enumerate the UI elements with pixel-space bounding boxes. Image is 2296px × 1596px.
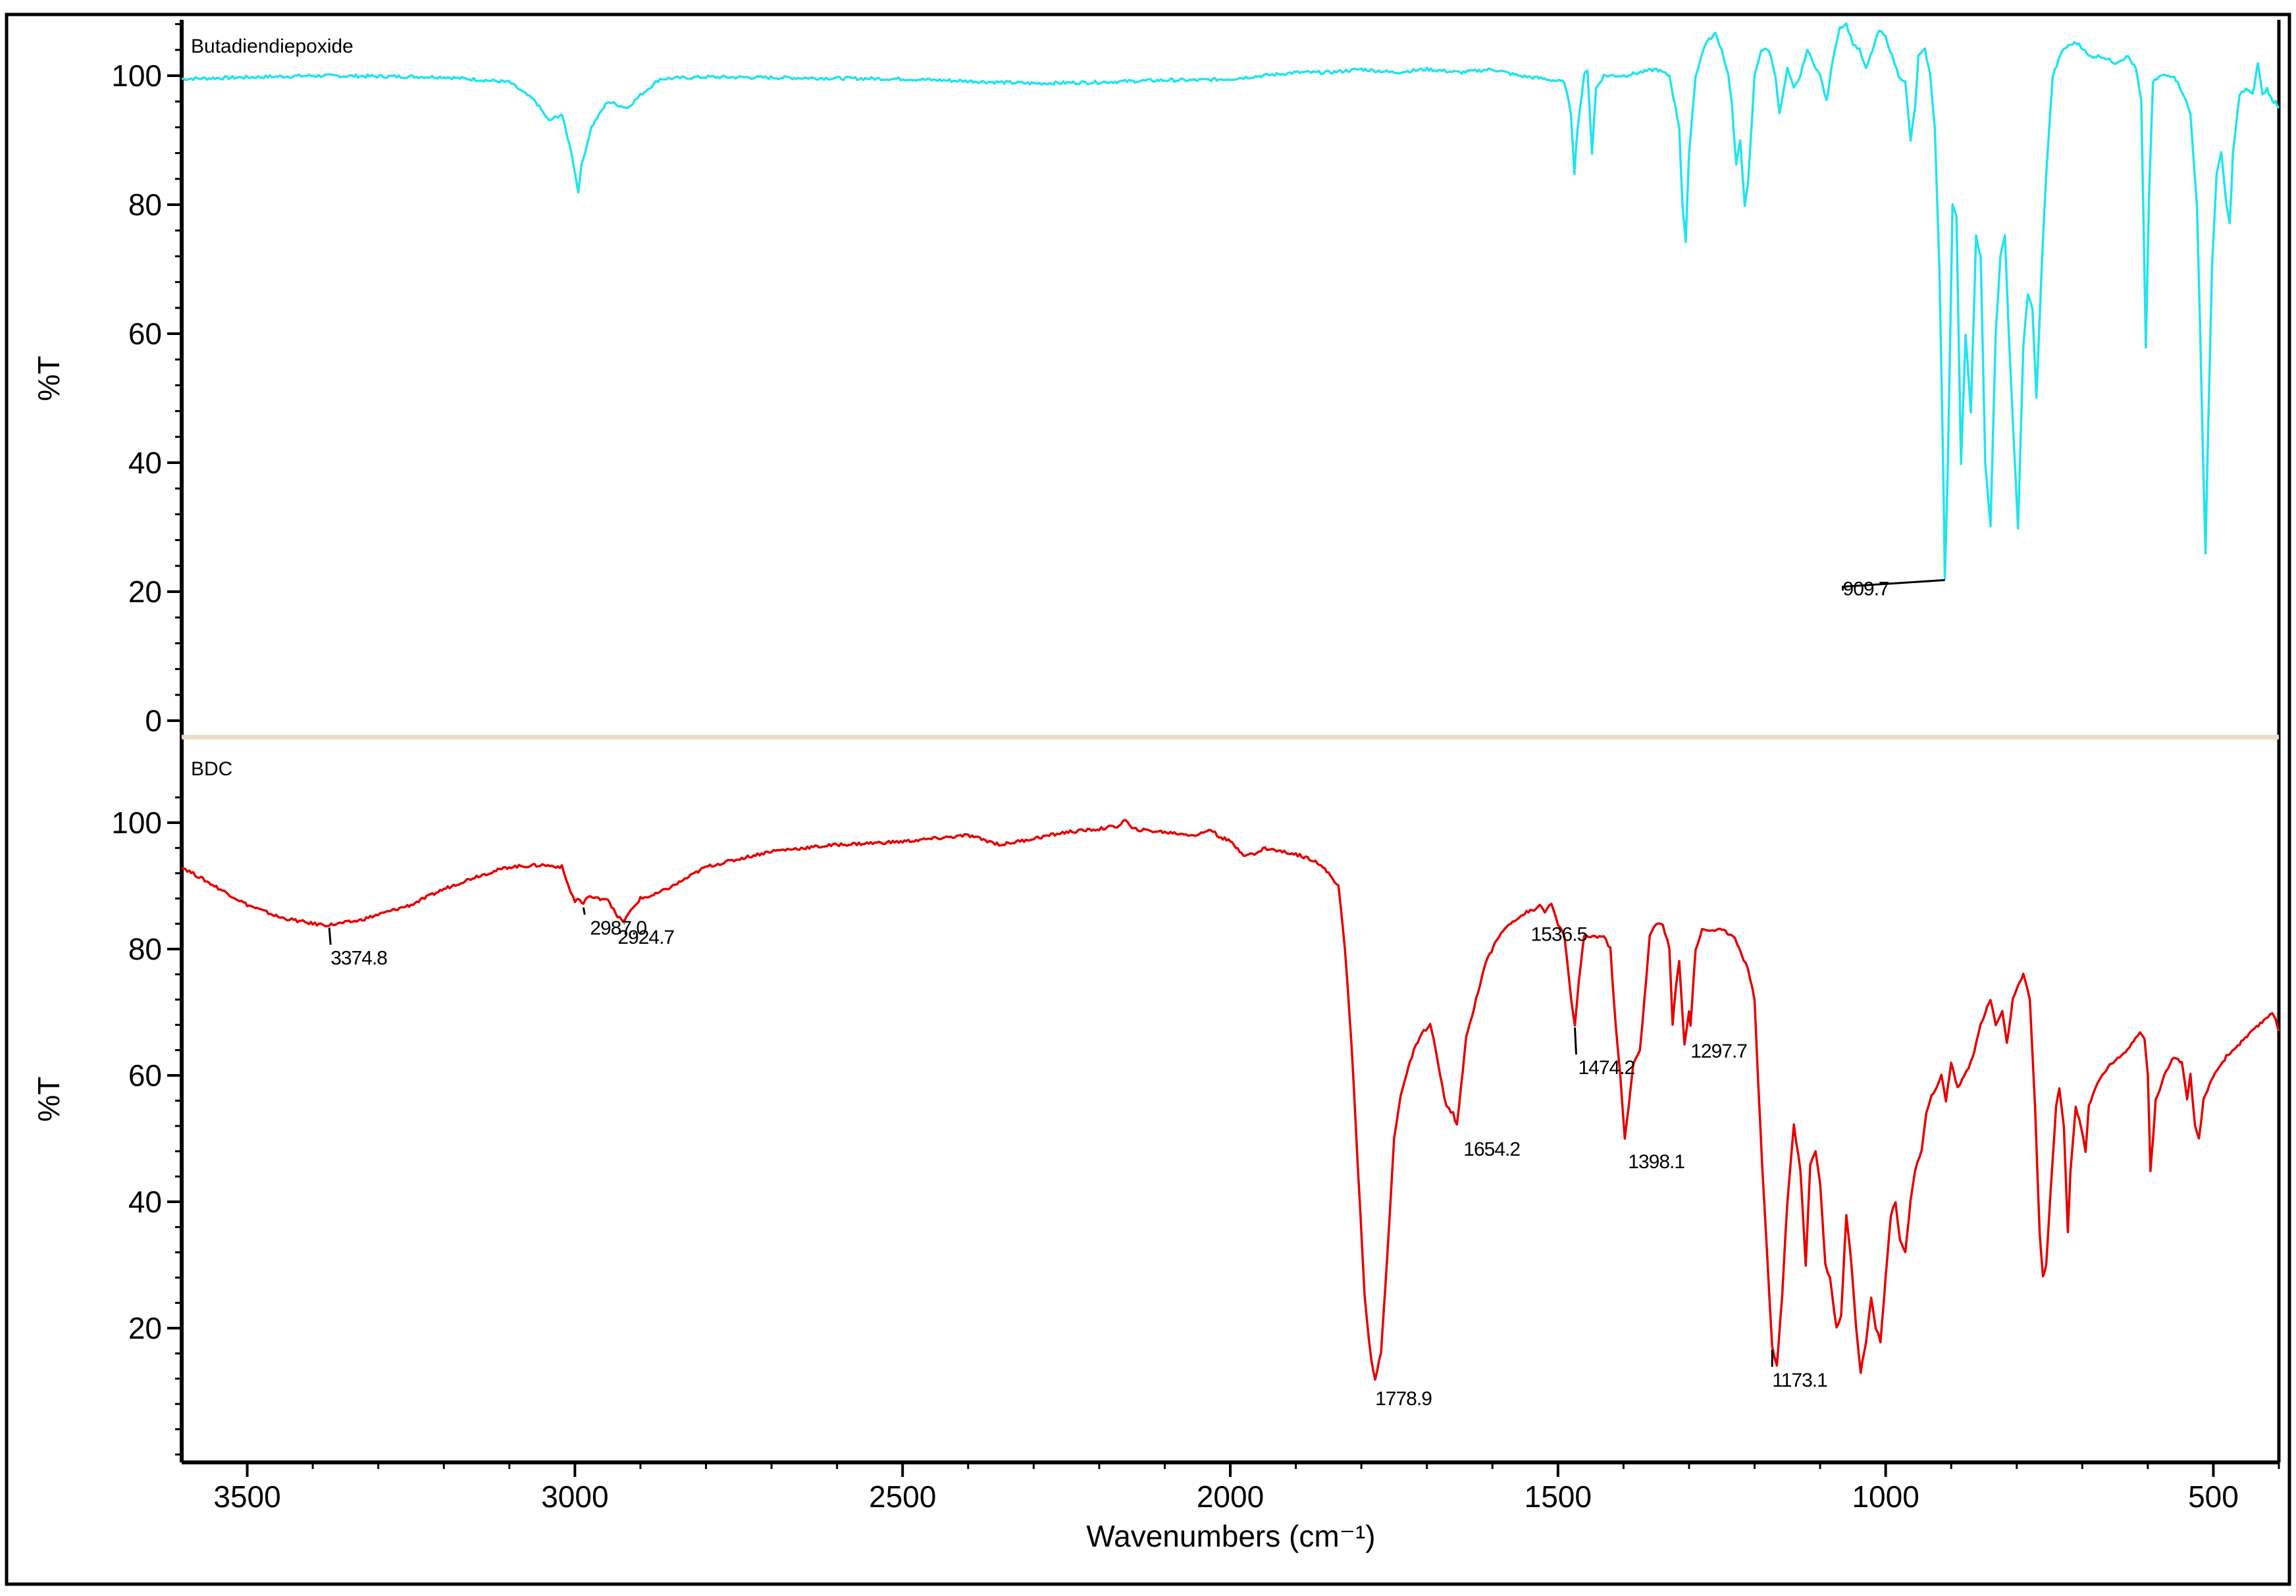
- y-tick-label: 80: [128, 932, 162, 966]
- top-panel-title: Butadiendiepoxide: [191, 36, 353, 57]
- y-tick-label: 80: [128, 188, 162, 222]
- peak-label: 1474.2: [1578, 1057, 1634, 1079]
- top-y-axis-title: %T: [32, 356, 66, 401]
- peak-label: 1297.7: [1690, 1041, 1747, 1062]
- y-tick-label: 20: [128, 1311, 162, 1345]
- peak-label: 1654.2: [1463, 1139, 1520, 1160]
- x-tick-label: 1500: [1525, 1480, 1592, 1514]
- y-tick-label: 100: [111, 59, 162, 93]
- bottom-y-axis-title: %T: [32, 1077, 66, 1122]
- y-tick-label: 60: [128, 1058, 162, 1093]
- peak-label: 909.7: [1843, 578, 1889, 600]
- x-axis-title: Wavenumbers (cm⁻¹): [1086, 1519, 1375, 1553]
- x-tick-label: 500: [2188, 1480, 2239, 1514]
- peak-label: 2987.0: [590, 917, 646, 939]
- series-line-bdc: [181, 819, 2280, 1381]
- x-tick-label: 1000: [1852, 1480, 1919, 1514]
- bottom-panel-title: BDC: [191, 758, 232, 780]
- peak-label: 1398.1: [1628, 1151, 1684, 1173]
- y-tick-label: 40: [128, 446, 162, 480]
- tick-layer: 0 20 40 60 80 100 20 40 60 80 100 3500 3000 2500 2000 1…: [111, 23, 2280, 1514]
- peak-label: 1536.5: [1530, 923, 1587, 945]
- peak-label: 3374.8: [330, 948, 387, 969]
- annotation-leader: [582, 907, 586, 915]
- x-tick-label: 3500: [213, 1480, 280, 1514]
- x-tick-label: 3000: [541, 1480, 608, 1514]
- y-tick-label: 20: [128, 575, 162, 609]
- series-line-butadiendiepoxide: [181, 22, 2280, 580]
- peak-label: 1778.9: [1375, 1388, 1432, 1410]
- peak-label: 1173.1: [1772, 1370, 1827, 1391]
- y-tick-label: 40: [128, 1185, 162, 1219]
- annotation-leader: [1574, 1027, 1577, 1055]
- y-tick-label: 100: [111, 806, 162, 840]
- peak-label: 2924.7: [617, 927, 674, 948]
- x-tick-label: 2500: [869, 1480, 936, 1514]
- annotation-leader: [1842, 579, 1945, 591]
- annotation-leader: [328, 927, 332, 945]
- outer-frame: [5, 13, 2291, 1586]
- series-layer: [181, 22, 2280, 1381]
- y-tick-label: 60: [128, 317, 162, 351]
- y-tick-label: 0: [145, 704, 162, 738]
- x-tick-label: 2000: [1197, 1480, 1264, 1514]
